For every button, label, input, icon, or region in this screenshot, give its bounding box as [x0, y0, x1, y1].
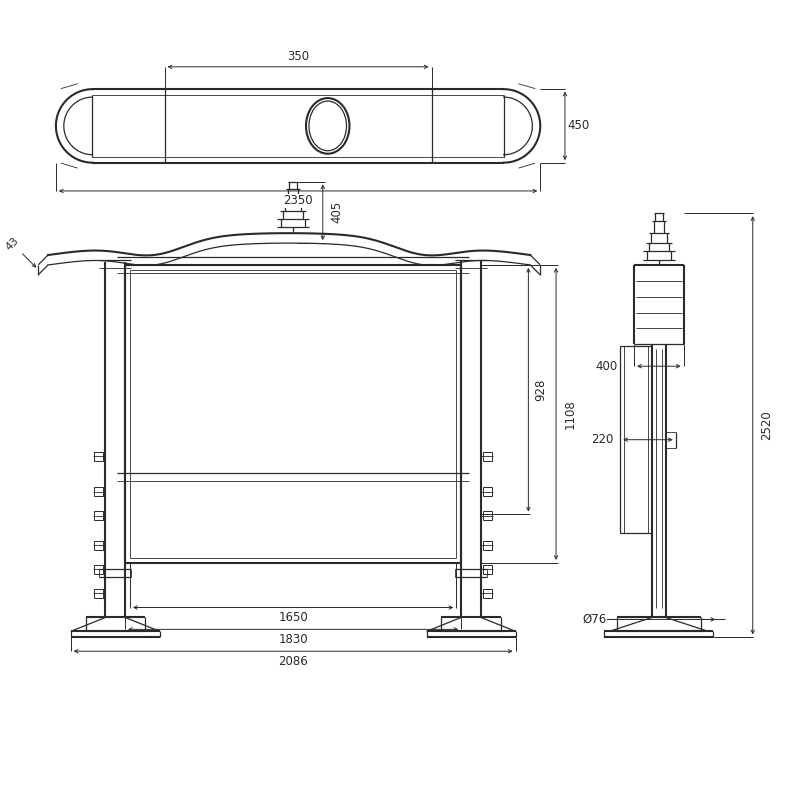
Bar: [483, 541, 492, 550]
Text: 350: 350: [287, 50, 309, 64]
Bar: [483, 511, 492, 520]
Text: 2350: 2350: [283, 195, 313, 207]
Text: 928: 928: [534, 379, 548, 401]
Text: 220: 220: [591, 434, 614, 446]
Text: 1650: 1650: [278, 611, 308, 624]
Text: Ø76: Ø76: [582, 613, 606, 626]
Text: 450: 450: [568, 119, 590, 133]
Text: 400: 400: [595, 360, 618, 372]
Bar: [94, 565, 103, 574]
Text: 1108: 1108: [563, 399, 576, 429]
Text: 405: 405: [330, 201, 343, 223]
Bar: [483, 452, 492, 461]
Bar: [94, 452, 103, 461]
Bar: [94, 488, 103, 496]
Text: 43: 43: [4, 235, 21, 252]
Bar: [94, 541, 103, 550]
Bar: [483, 488, 492, 496]
Bar: [483, 588, 492, 598]
Text: 1830: 1830: [278, 633, 308, 646]
Text: 2086: 2086: [278, 654, 308, 668]
Bar: [483, 565, 492, 574]
Text: 2520: 2520: [760, 410, 773, 440]
Bar: [94, 588, 103, 598]
Bar: [94, 511, 103, 520]
